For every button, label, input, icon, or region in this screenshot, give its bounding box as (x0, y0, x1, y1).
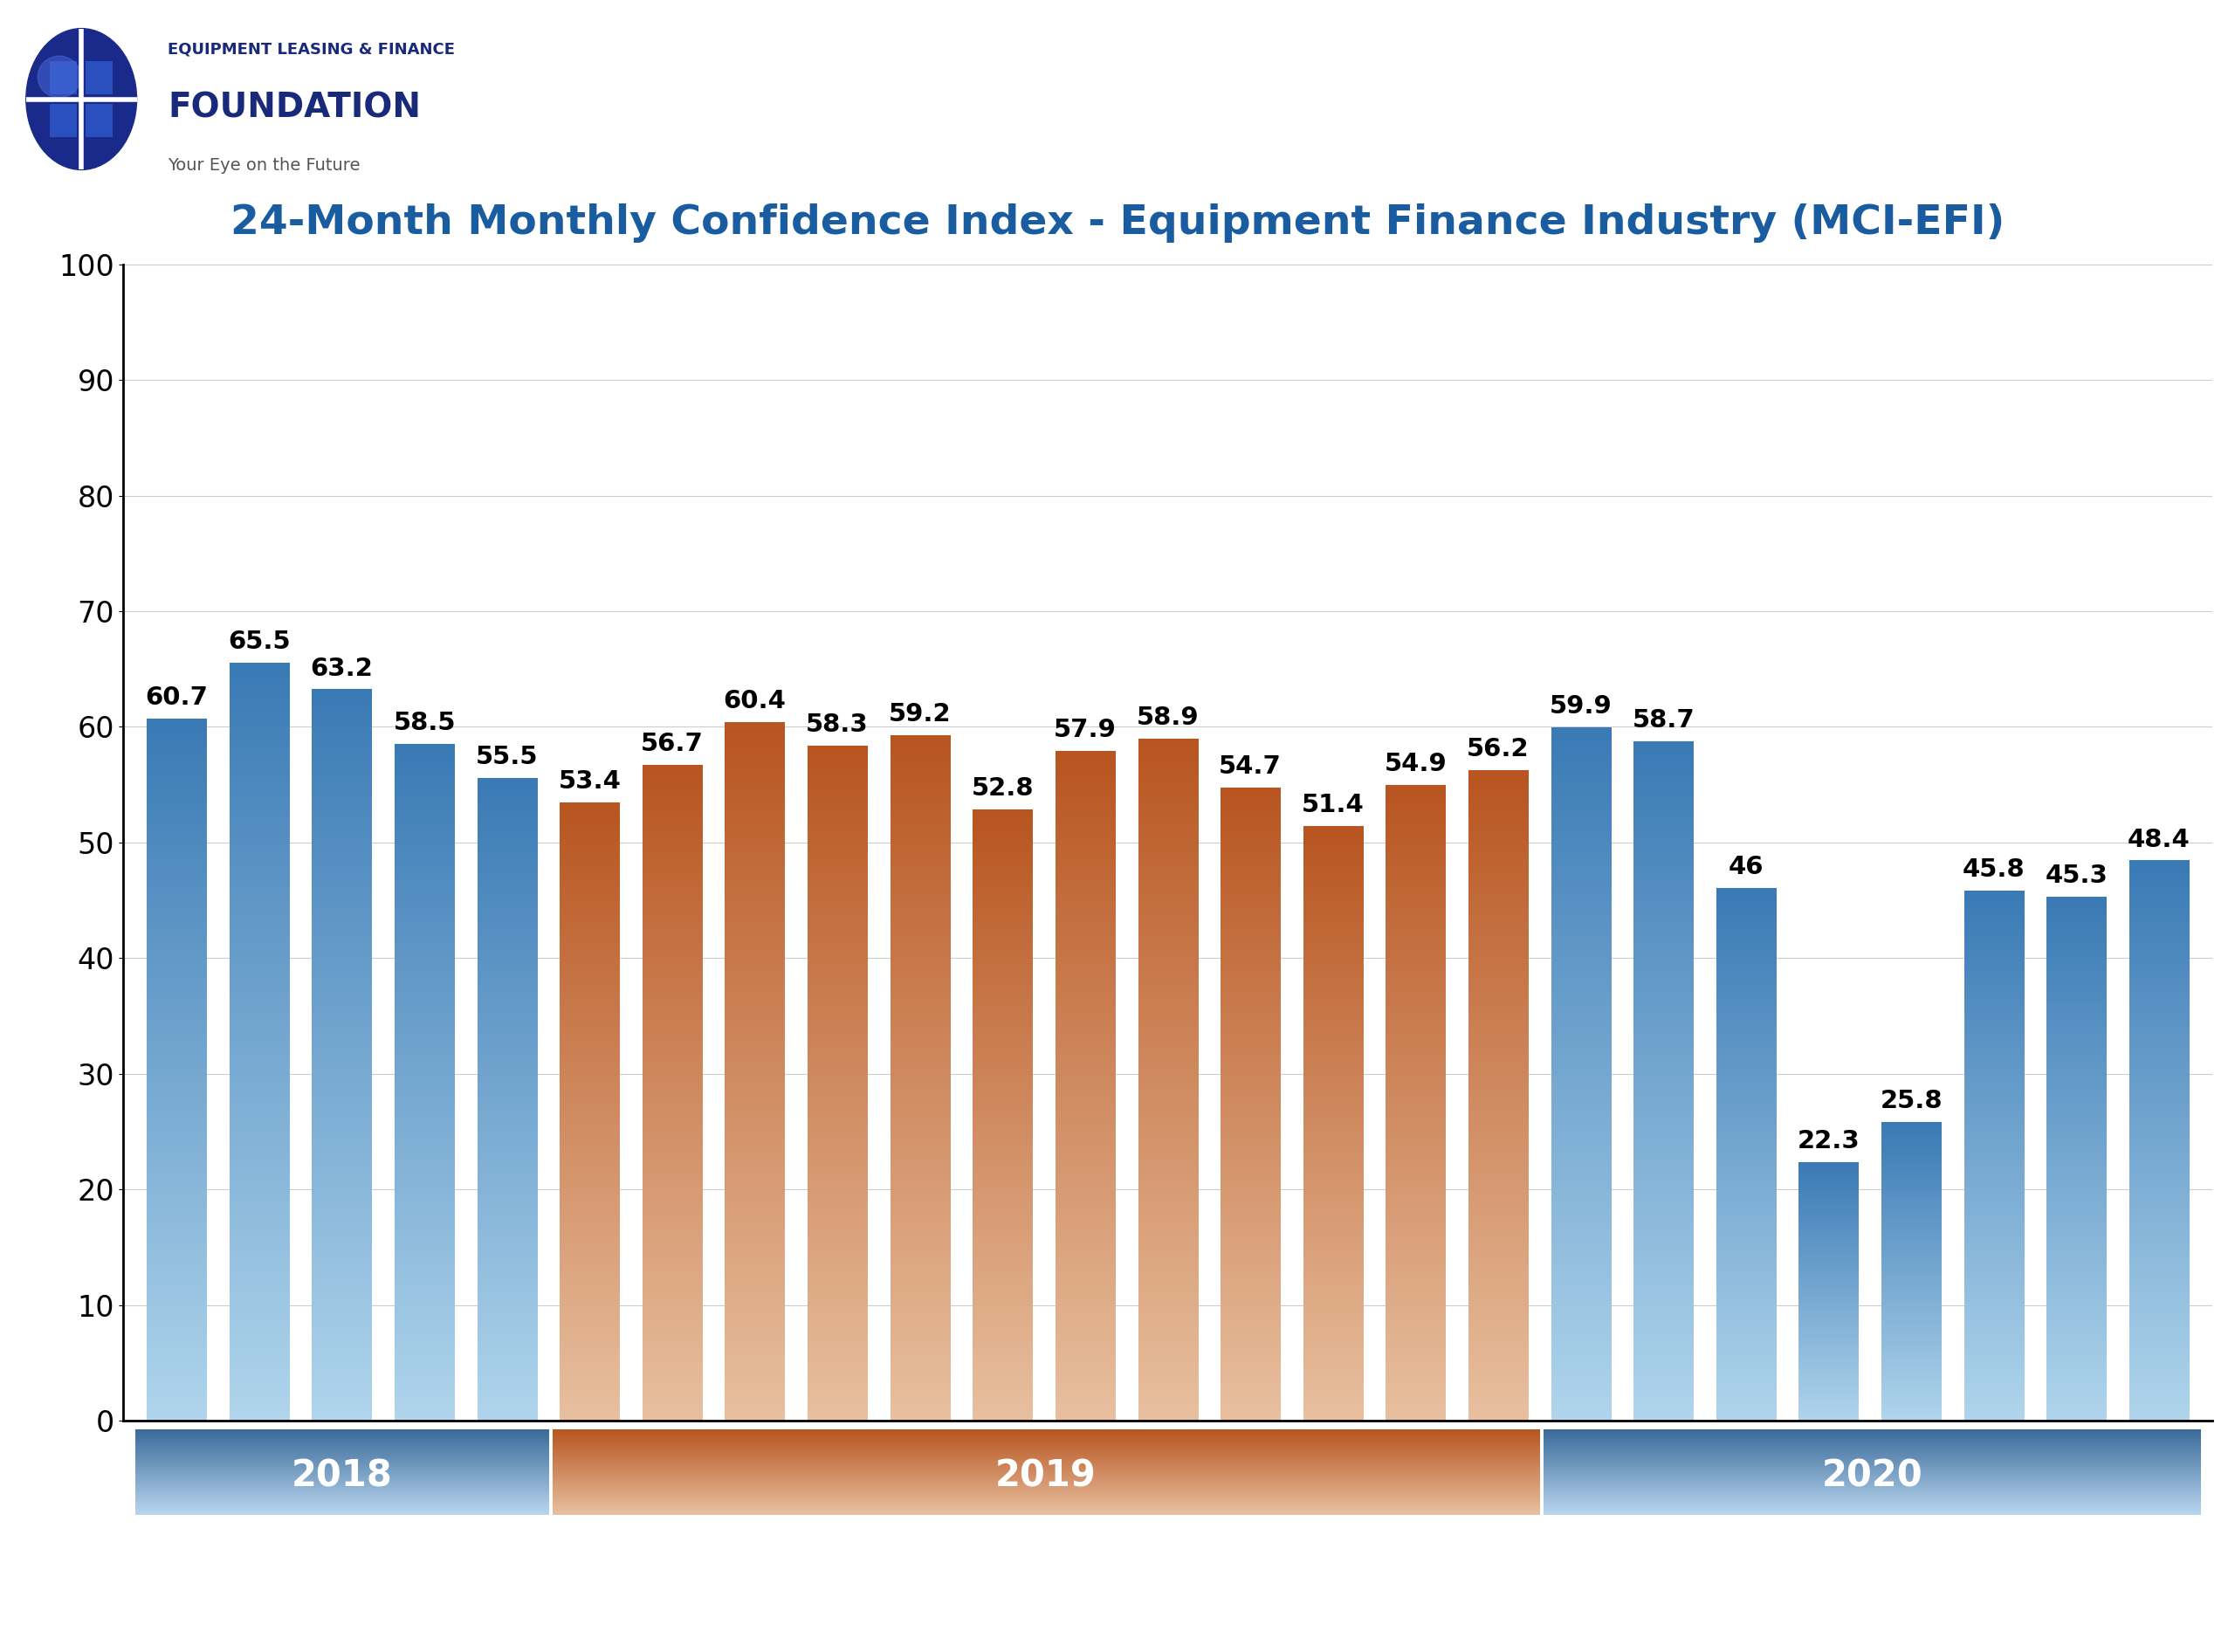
Text: 58.7: 58.7 (1632, 709, 1694, 733)
Bar (49, 61, 76, 94)
Text: 48.4: 48.4 (2128, 828, 2190, 852)
Text: 25.8: 25.8 (1880, 1089, 1942, 1113)
Text: 56.2: 56.2 (1466, 737, 1529, 762)
Text: FOUNDATION: FOUNDATION (168, 91, 420, 124)
Text: EQUIPMENT LEASING & FINANCE: EQUIPMENT LEASING & FINANCE (168, 41, 456, 58)
Text: 46: 46 (1728, 856, 1763, 879)
Text: 45.8: 45.8 (1962, 857, 2025, 882)
Text: 58.5: 58.5 (393, 710, 456, 735)
Text: 54.7: 54.7 (1218, 755, 1281, 780)
Text: 60.4: 60.4 (724, 689, 787, 714)
Text: 2020: 2020 (1822, 1459, 1922, 1495)
Text: 2018: 2018 (291, 1459, 393, 1495)
Text: 22.3: 22.3 (1797, 1130, 1860, 1153)
Text: 24-Month Monthly Confidence Index - Equipment Finance Industry (MCI-EFI): 24-Month Monthly Confidence Index - Equi… (230, 203, 2005, 243)
Text: Your Eye on the Future: Your Eye on the Future (168, 157, 360, 173)
Bar (49, 104, 76, 137)
Text: 58.9: 58.9 (1138, 705, 1198, 730)
Text: 54.9: 54.9 (1383, 752, 1446, 776)
Text: 52.8: 52.8 (972, 776, 1035, 801)
Text: 55.5: 55.5 (476, 745, 539, 770)
Text: 60.7: 60.7 (145, 686, 208, 710)
Ellipse shape (27, 28, 136, 170)
Ellipse shape (38, 56, 80, 97)
Bar (85, 61, 112, 94)
Text: 56.7: 56.7 (641, 732, 704, 757)
Text: 53.4: 53.4 (559, 770, 621, 795)
Bar (85, 104, 112, 137)
Text: 58.3: 58.3 (807, 714, 869, 737)
Text: 57.9: 57.9 (1055, 717, 1118, 742)
Text: 59.2: 59.2 (890, 702, 952, 727)
Text: 45.3: 45.3 (2045, 864, 2108, 887)
Text: 59.9: 59.9 (1549, 694, 1611, 719)
Text: 65.5: 65.5 (228, 629, 291, 654)
Text: 63.2: 63.2 (311, 656, 373, 681)
Text: 51.4: 51.4 (1301, 793, 1363, 818)
Text: 2019: 2019 (995, 1459, 1097, 1495)
